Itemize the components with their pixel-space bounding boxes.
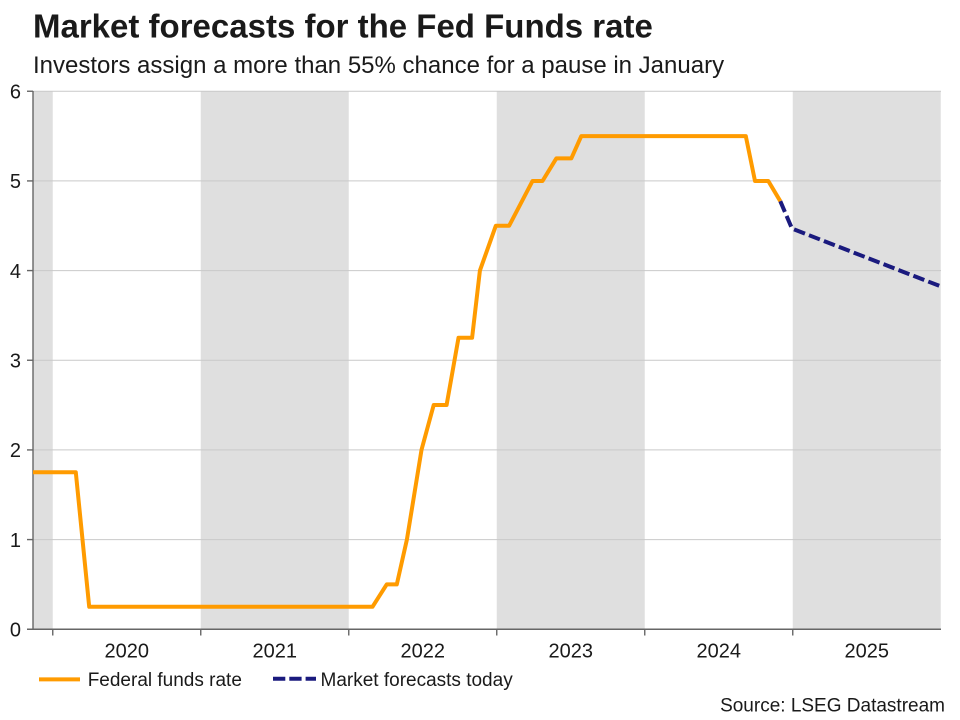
svg-text:Investors assign a more than 5: Investors assign a more than 55% chance …: [33, 52, 724, 79]
svg-text:2: 2: [10, 440, 21, 462]
svg-text:1: 1: [10, 530, 21, 552]
svg-text:2025: 2025: [845, 640, 890, 662]
svg-text:5: 5: [10, 171, 21, 193]
svg-text:4: 4: [10, 261, 21, 283]
svg-text:2024: 2024: [697, 640, 742, 662]
svg-text:Source: LSEG Datastream: Source: LSEG Datastream: [720, 696, 945, 717]
svg-text:0: 0: [10, 620, 21, 642]
svg-text:3: 3: [10, 351, 21, 373]
svg-text:6: 6: [10, 82, 21, 104]
svg-text:Market forecasts today: Market forecasts today: [321, 670, 514, 691]
svg-text:2021: 2021: [253, 640, 298, 662]
svg-text:2022: 2022: [401, 640, 446, 662]
svg-text:Federal funds rate: Federal funds rate: [88, 670, 242, 691]
svg-text:Market forecasts for the Fed F: Market forecasts for the Fed Funds rate: [33, 8, 653, 45]
svg-text:2023: 2023: [549, 640, 594, 662]
svg-text:2020: 2020: [105, 640, 150, 662]
